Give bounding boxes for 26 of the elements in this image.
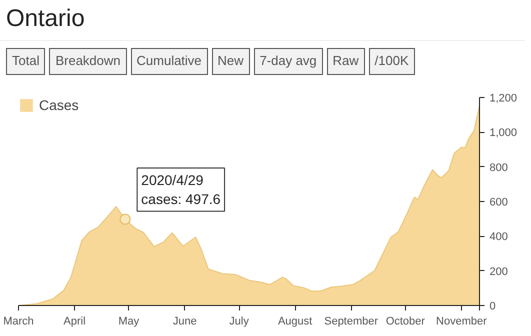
x-tick-label: March xyxy=(3,316,34,328)
text: New xyxy=(212,48,250,75)
x-tick-label: May xyxy=(118,316,140,328)
text: Raw xyxy=(326,48,365,75)
y-tick-label: 200 xyxy=(490,266,508,278)
text: Cumulative xyxy=(130,48,208,75)
x-tick-label: July xyxy=(229,316,250,328)
chart-title: Ontario xyxy=(0,0,525,42)
y-tick-label: 400 xyxy=(490,231,508,244)
x-tick-label: August xyxy=(278,316,312,328)
x-tick-label: October xyxy=(386,316,426,328)
x-tick-label: June xyxy=(172,316,197,328)
y-tick-label: 1,000 xyxy=(490,127,518,140)
y-tick-label: 1,200 xyxy=(490,92,518,104)
y-tick-label: 800 xyxy=(490,162,508,174)
y-tick-label: 0 xyxy=(490,300,496,312)
text: /100K xyxy=(368,48,415,75)
text: 7-day avg xyxy=(254,48,323,75)
annotation: 2020/4/29 cases: 497.6 xyxy=(141,172,221,208)
x-tick-label: November xyxy=(436,316,488,328)
text: Total xyxy=(6,48,46,75)
legend-label: Cases xyxy=(39,97,79,113)
x-tick-label: September xyxy=(324,316,378,328)
x-tick-label: April xyxy=(64,316,86,328)
y-tick-label: 600 xyxy=(490,196,508,208)
text: Breakdown xyxy=(49,48,127,75)
